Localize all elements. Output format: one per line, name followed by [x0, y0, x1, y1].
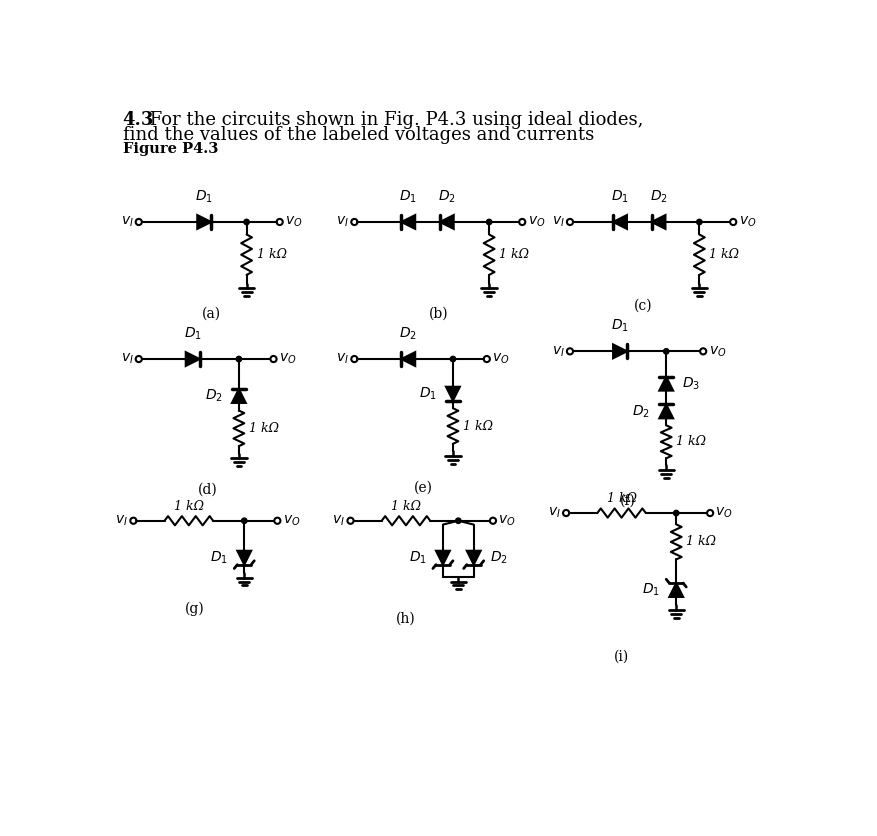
Polygon shape: [669, 584, 683, 597]
Text: $v_O$: $v_O$: [528, 215, 545, 229]
Circle shape: [241, 518, 247, 523]
Circle shape: [487, 219, 492, 225]
Text: $v_O$: $v_O$: [282, 513, 300, 528]
Polygon shape: [238, 551, 251, 564]
Text: $v_I$: $v_I$: [332, 513, 346, 528]
Text: 1 kΩ: 1 kΩ: [174, 500, 203, 513]
Polygon shape: [232, 389, 246, 403]
Text: find the values of the labeled voltages and currents: find the values of the labeled voltages …: [123, 126, 594, 145]
Text: $D_1$: $D_1$: [611, 189, 629, 205]
Text: $v_O$: $v_O$: [492, 352, 510, 366]
Text: $v_O$: $v_O$: [709, 344, 726, 359]
Text: $D_1$: $D_1$: [196, 189, 213, 205]
Text: $v_O$: $v_O$: [279, 352, 296, 366]
Polygon shape: [186, 352, 200, 366]
Text: 1 kΩ: 1 kΩ: [249, 422, 279, 435]
Text: (c): (c): [634, 299, 652, 313]
Text: $v_I$: $v_I$: [548, 506, 560, 520]
Polygon shape: [440, 215, 453, 229]
Text: $v_I$: $v_I$: [120, 352, 133, 366]
Text: (a): (a): [203, 307, 222, 321]
Text: For the circuits shown in Fig. P4.3 using ideal diodes,: For the circuits shown in Fig. P4.3 usin…: [144, 111, 644, 129]
Text: 1 kΩ: 1 kΩ: [463, 420, 493, 432]
Text: (f): (f): [620, 494, 636, 507]
Circle shape: [236, 356, 241, 362]
Text: (i): (i): [614, 650, 629, 664]
Text: $D_1$: $D_1$: [399, 189, 417, 205]
Text: $D_3$: $D_3$: [682, 375, 701, 392]
Text: 1 kΩ: 1 kΩ: [391, 500, 421, 513]
Text: $D_2$: $D_2$: [490, 549, 508, 566]
Circle shape: [244, 219, 249, 225]
Circle shape: [450, 356, 456, 362]
Text: 1 kΩ: 1 kΩ: [686, 535, 717, 548]
Text: (e): (e): [414, 481, 433, 495]
Circle shape: [456, 518, 461, 523]
Text: $v_I$: $v_I$: [115, 513, 128, 528]
Text: $v_I$: $v_I$: [336, 215, 349, 229]
Text: $D_1$: $D_1$: [210, 549, 228, 566]
Text: $D_1$: $D_1$: [642, 582, 660, 599]
Text: 1 kΩ: 1 kΩ: [676, 436, 706, 448]
Text: $D_1$: $D_1$: [409, 549, 427, 566]
Text: $v_I$: $v_I$: [120, 215, 133, 229]
Text: 4.3: 4.3: [123, 111, 154, 129]
Text: $D_2$: $D_2$: [650, 189, 667, 205]
Text: $D_2$: $D_2$: [438, 189, 456, 205]
Polygon shape: [402, 215, 415, 229]
Circle shape: [674, 510, 679, 516]
Text: (b): (b): [429, 307, 449, 321]
Text: $v_I$: $v_I$: [336, 352, 349, 366]
Polygon shape: [436, 551, 450, 564]
Circle shape: [696, 219, 702, 225]
Polygon shape: [613, 215, 627, 229]
Text: (d): (d): [198, 482, 218, 497]
Polygon shape: [660, 377, 674, 390]
Polygon shape: [197, 215, 211, 229]
Text: $v_O$: $v_O$: [498, 513, 516, 528]
Text: $v_I$: $v_I$: [552, 215, 565, 229]
Text: Figure P4.3: Figure P4.3: [123, 142, 218, 155]
Text: $D_2$: $D_2$: [399, 326, 417, 342]
Polygon shape: [652, 215, 666, 229]
Text: 1 kΩ: 1 kΩ: [257, 248, 287, 261]
Text: $D_1$: $D_1$: [611, 318, 629, 334]
Polygon shape: [660, 405, 674, 418]
Text: 1 kΩ: 1 kΩ: [499, 248, 529, 261]
Text: (g): (g): [185, 602, 205, 616]
Text: (h): (h): [396, 612, 416, 625]
Polygon shape: [446, 387, 460, 400]
Text: 1 kΩ: 1 kΩ: [607, 492, 637, 505]
Text: $D_2$: $D_2$: [205, 388, 223, 404]
Text: $v_O$: $v_O$: [738, 215, 756, 229]
Text: $v_O$: $v_O$: [716, 506, 733, 520]
Polygon shape: [467, 551, 481, 564]
Circle shape: [664, 349, 669, 354]
Text: $v_I$: $v_I$: [552, 344, 565, 359]
Text: $D_1$: $D_1$: [419, 385, 437, 402]
Text: 1 kΩ: 1 kΩ: [709, 248, 739, 261]
Text: $D_2$: $D_2$: [632, 403, 650, 420]
Text: $v_O$: $v_O$: [285, 215, 303, 229]
Text: $D_1$: $D_1$: [183, 326, 202, 342]
Polygon shape: [402, 352, 415, 366]
Polygon shape: [613, 344, 627, 359]
